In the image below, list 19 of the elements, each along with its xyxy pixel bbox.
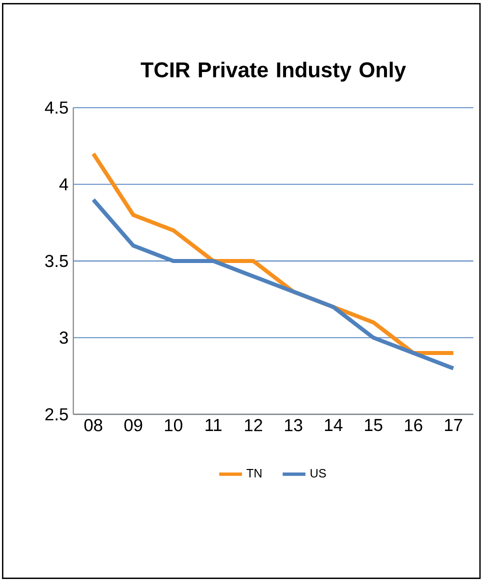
x-tick-label: 14	[325, 419, 342, 431]
line-series	[91, 198, 456, 370]
y-tick-label: 3	[60, 332, 68, 344]
y-tick-label: 4	[59, 178, 68, 190]
x-tick-label: 16	[405, 419, 422, 432]
y-tick-label: 3.5	[45, 254, 68, 268]
x-tick-label: 17	[445, 419, 462, 431]
y-tick-label: 2.5	[45, 408, 68, 420]
x-tick-label: 09	[124, 419, 142, 432]
legend-label: US	[310, 468, 326, 478]
x-tick-label: 12	[245, 419, 262, 432]
y-tick-label: 4.5	[44, 102, 68, 114]
x-tick-label: 11	[206, 419, 222, 431]
x-tick-label: 15	[365, 419, 382, 432]
x-tick-label: 10	[165, 419, 182, 432]
x-tick-label: 08	[84, 419, 102, 432]
chart-title: TCIR Private Industy Only	[140, 62, 406, 82]
x-tick-label: 13	[285, 419, 302, 432]
legend-label: TN	[246, 469, 262, 478]
